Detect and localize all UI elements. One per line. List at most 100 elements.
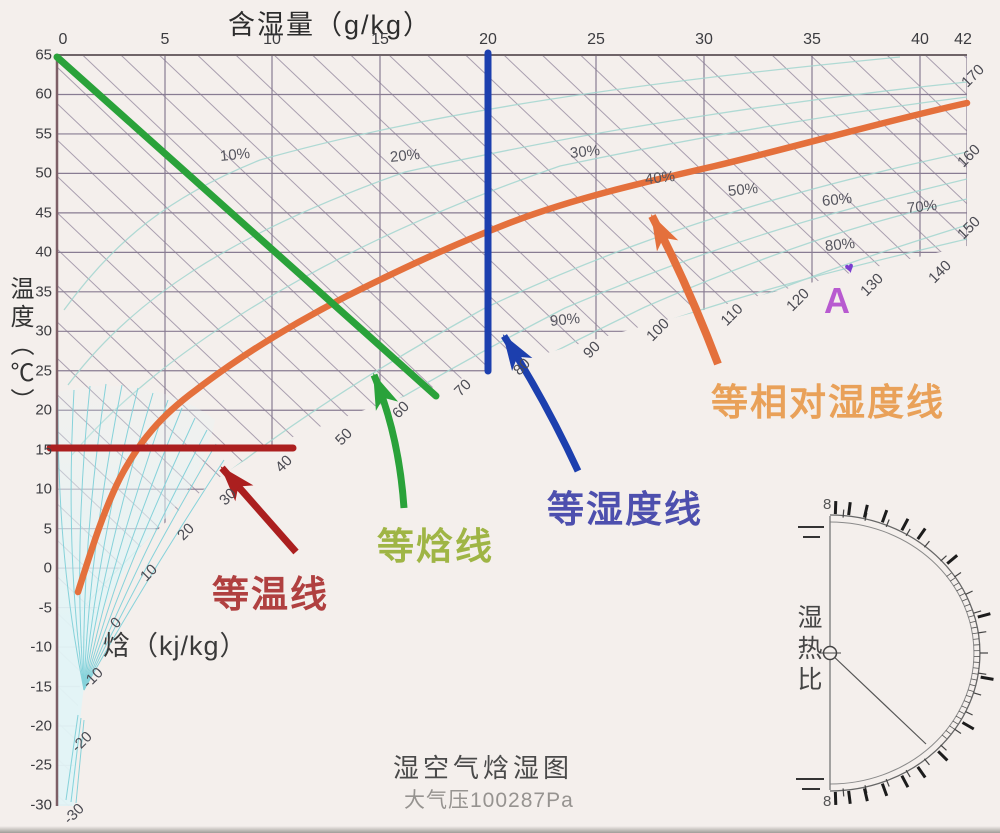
isenthalp-gridline xyxy=(426,55,967,806)
protractor-tick xyxy=(945,730,951,735)
iso-relative-humidity-arrow xyxy=(648,213,722,366)
isenthalp-gridline xyxy=(197,55,967,806)
rh-curve-label: 20% xyxy=(389,145,421,167)
protractor-tick xyxy=(862,788,869,802)
rh-curve-label: 40% xyxy=(644,167,676,189)
fog-fan-line xyxy=(70,389,85,691)
protractor-tick xyxy=(937,750,949,762)
protractor-tick xyxy=(940,555,947,562)
y-axis-tick-label: -5 xyxy=(38,599,52,617)
y-axis-tick-label: 35 xyxy=(35,283,52,301)
x-axis-tick-label: 0 xyxy=(58,31,68,48)
y-axis-tick-label: 5 xyxy=(43,520,52,538)
y-axis-title: 温度（℃） xyxy=(6,276,33,416)
protractor-tick xyxy=(949,577,956,582)
protractor-tick xyxy=(973,667,980,669)
protractor-tick xyxy=(905,528,911,537)
fog-fan-line xyxy=(83,459,225,691)
protractor-tick xyxy=(862,504,869,518)
protractor-tick xyxy=(961,705,968,709)
rh-curve-label: 30% xyxy=(569,141,601,163)
isenthalp-arrow xyxy=(370,372,408,509)
protractor-tick xyxy=(966,694,972,698)
fog-fan-line xyxy=(75,719,85,804)
isenthalp-gridline xyxy=(503,55,967,806)
protractor-tick xyxy=(959,593,965,597)
protractor-tick xyxy=(900,775,910,788)
protractor-tick xyxy=(952,720,959,725)
fog-fan-line xyxy=(83,417,196,691)
rh-curve xyxy=(67,81,967,386)
protractor-tick xyxy=(880,509,889,523)
protractor-tick xyxy=(916,527,927,540)
fog-fan-line xyxy=(70,717,82,803)
protractor-tick xyxy=(885,519,890,528)
fog-fan-line xyxy=(65,714,79,801)
rh-curve-label: 60% xyxy=(821,189,853,211)
y-axis-tick-label: 65 xyxy=(35,46,52,64)
fog-fan-line xyxy=(83,383,107,691)
protractor-tick xyxy=(971,678,978,681)
protractor-tick xyxy=(977,612,991,619)
y-axis-tick-label: -10 xyxy=(30,638,52,656)
protractor-tick xyxy=(972,632,979,635)
protractor-tick xyxy=(978,631,987,634)
isotherm-arrow xyxy=(219,465,299,555)
x-axis-tick-label: 25 xyxy=(587,31,605,48)
x-axis-tick-label: 10 xyxy=(263,31,281,48)
rh-curve-label: 90% xyxy=(549,309,581,331)
protractor-tick xyxy=(905,769,911,778)
y-axis-tick-label: 15 xyxy=(35,441,52,459)
isenthalp-gridline xyxy=(580,55,967,806)
x-axis-tick-label: 35 xyxy=(803,31,821,48)
isenthalp-gridline xyxy=(924,55,967,806)
y-axis-tick-label: 60 xyxy=(35,85,52,103)
protractor-tick xyxy=(973,692,982,696)
protractor-tick xyxy=(940,744,947,751)
protractor-tick xyxy=(969,620,976,624)
protractor-tick xyxy=(980,675,994,681)
y-axis-tick-label: 50 xyxy=(35,164,52,182)
protractor-tick xyxy=(964,603,971,607)
x-axis-tick-label: 20 xyxy=(479,31,497,48)
protractor-tick xyxy=(961,598,968,602)
rh-curve-label: 50% xyxy=(727,179,759,201)
y-axis-tick-label: 25 xyxy=(35,362,52,380)
y-axis-tick-label: -15 xyxy=(30,678,52,696)
fog-fan-line xyxy=(83,429,208,691)
protractor-tick xyxy=(971,626,978,629)
isenthalp-gridline xyxy=(656,55,967,806)
iso-moisture-arrow xyxy=(501,334,582,473)
pressure-note: 大气压100287Pa xyxy=(404,789,574,812)
y-axis-tick-label: 0 xyxy=(43,559,52,577)
isenthalp-gridline xyxy=(963,55,967,806)
protractor-pointer xyxy=(829,652,927,745)
x-axis-tick-label: 30 xyxy=(695,31,713,48)
protractor-tick xyxy=(923,540,930,548)
protractor-tick xyxy=(953,582,959,587)
bottom-edge-shadow xyxy=(0,826,1000,833)
enthalpy-axis-title: 焓（kj/kg） xyxy=(103,631,248,661)
isenthalp-gridline xyxy=(809,55,967,806)
point-a-label: A xyxy=(824,280,850,321)
protractor-tick xyxy=(956,587,963,592)
protractor-tick xyxy=(847,790,852,805)
isenthalp-gridline xyxy=(350,55,967,806)
protractor-inner-arc xyxy=(829,521,975,785)
fog-fan-line xyxy=(83,392,154,691)
protractor-tick xyxy=(885,778,890,787)
protractor-tick xyxy=(958,710,965,715)
protractor-tick xyxy=(963,700,970,704)
fog-fan-line xyxy=(83,399,169,691)
y-axis-tick-label: -25 xyxy=(30,756,52,774)
protractor-tick xyxy=(966,609,973,613)
isenthalp-gridline xyxy=(886,55,967,806)
isenthalp-gridline xyxy=(695,55,967,806)
isenthalp-gridline xyxy=(848,55,967,806)
protractor-tick xyxy=(968,615,975,618)
x-axis-tick-label: 5 xyxy=(160,31,170,48)
protractor-tick xyxy=(978,672,987,675)
y-axis-tick-label: 40 xyxy=(35,243,52,261)
